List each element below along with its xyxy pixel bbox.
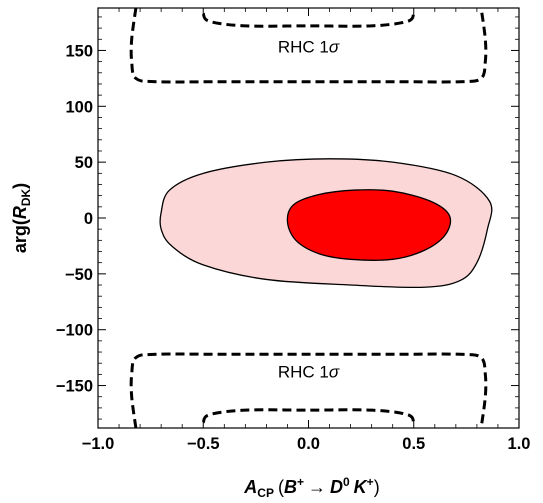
y-tick-label: 50 xyxy=(75,154,93,172)
x-title-b-sup: + xyxy=(297,475,304,489)
x-title-d: D xyxy=(330,477,343,497)
x-title-k: K xyxy=(354,477,369,497)
x-title-main: A xyxy=(243,477,257,497)
y-tick-label: 100 xyxy=(65,98,93,116)
confidence-regions xyxy=(159,158,493,289)
y-title-sub: DK xyxy=(19,188,33,206)
y-tick-label: −100 xyxy=(56,322,93,340)
x-title-arrow: → xyxy=(308,477,326,497)
x-tick-label: 1.0 xyxy=(508,435,531,453)
x-title-open: ( xyxy=(278,477,284,497)
x-axis-title: ACP (B+ → D0 K+) xyxy=(243,475,379,500)
y-title-prefix: arg( xyxy=(10,219,30,253)
x-tick-label: −1.0 xyxy=(82,435,115,453)
y-tick-label: 0 xyxy=(84,210,93,228)
y-title-r: R xyxy=(10,206,30,219)
x-tick-label: 0.0 xyxy=(297,435,320,453)
annotations: RHC 1σ RHC 1σ xyxy=(278,38,340,382)
rhc-dashed-contours xyxy=(129,8,488,428)
x-title-b: B xyxy=(284,477,297,497)
y-title-close: ) xyxy=(10,183,30,189)
x-title-d-sup: 0 xyxy=(343,475,350,489)
x-tick-label: −0.5 xyxy=(187,435,220,453)
y-tick-label: −50 xyxy=(65,266,93,284)
rhc-label-0: RHC 1σ xyxy=(278,38,340,57)
x-title-sub: CP xyxy=(257,486,274,500)
x-title-k-sup: + xyxy=(367,475,374,489)
x-title-close: ) xyxy=(374,477,380,497)
y-tick-label: 150 xyxy=(65,42,93,60)
dashed-contour-0 xyxy=(129,8,488,84)
rhc-label-1: RHC 1σ xyxy=(278,363,340,382)
axis-ticks: −1.0 −0.5 0.0 0.5 1.0 150 100 50 0 −50 −100 −150 xyxy=(56,8,531,453)
dashed-contour-2 xyxy=(129,352,488,428)
y-tick-label: −150 xyxy=(56,378,93,396)
region-inner xyxy=(286,189,452,261)
x-tick-label: 0.5 xyxy=(402,435,425,453)
y-axis-title: arg(RDK) xyxy=(10,183,33,253)
